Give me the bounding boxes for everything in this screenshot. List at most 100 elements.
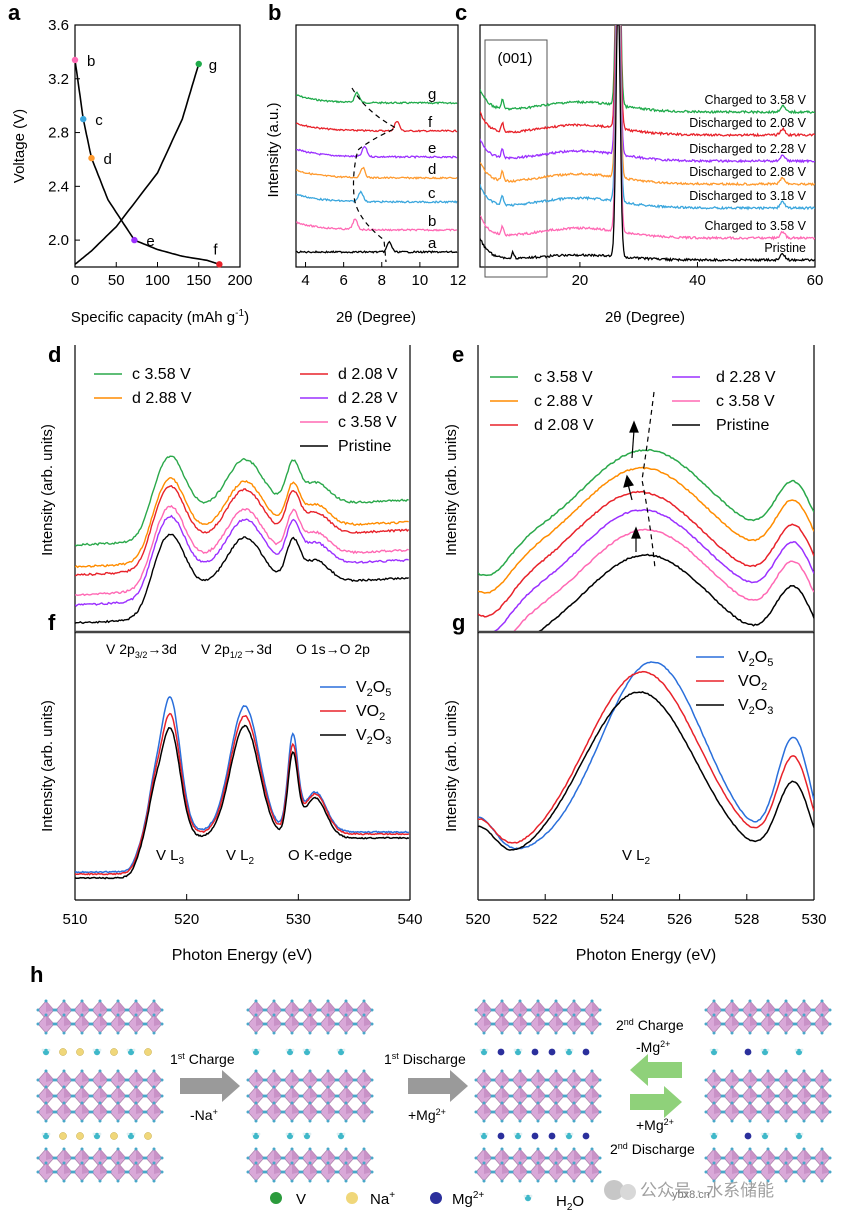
panel-e-ylabel: Intensity (arb. units) <box>443 424 460 556</box>
water-molecule <box>302 1132 312 1140</box>
panel-a-xlabel: Specific capacity (mAh g-1) <box>71 308 249 326</box>
panel-a-point-b <box>71 56 79 64</box>
panel-b-label-e: e <box>428 140 436 157</box>
vo-octahedron <box>776 1013 796 1035</box>
panel-c-001-box <box>484 39 548 278</box>
vo-octahedron <box>528 1161 548 1183</box>
panel-c-letter: c <box>455 0 467 25</box>
panel-a-xtick: 50 <box>108 272 125 289</box>
panel-e-curve-1 <box>478 466 814 594</box>
water-molecule <box>709 1132 719 1140</box>
panel-g: g Intensity (arb. units) Photon Energy (… <box>443 610 827 964</box>
panel-c-curves <box>480 25 815 263</box>
panel-e-legend: c 3.58 V c 2.88 V d 2.08 V d 2.28 V c 3.58 V… <box>490 369 776 434</box>
transition-o-1s: O 1s→O 2p <box>296 641 370 657</box>
mg-ion <box>531 1048 539 1056</box>
vo-octahedron <box>144 1161 164 1183</box>
vo-octahedron <box>722 1013 742 1035</box>
vo-octahedron <box>510 1101 530 1123</box>
panel-e-legend-item: c 2.88 V <box>534 393 593 410</box>
panel-c-xticks: 20 40 60 <box>572 262 823 289</box>
panel-b-xtick: 12 <box>450 272 467 289</box>
vo-octahedron <box>108 1101 128 1123</box>
panel-a-ytick: 2.4 <box>48 178 69 195</box>
panel-b-xtick: 4 <box>301 272 309 289</box>
panel-f-curve-0 <box>75 696 409 874</box>
vo-octahedron <box>90 1161 110 1183</box>
mg-ion <box>582 1048 590 1056</box>
watermark-text: 公众号 · 水系储能 <box>640 1181 774 1200</box>
water-molecule <box>513 1048 523 1056</box>
step3-top-label: 2nd Charge <box>616 1017 684 1033</box>
panel-f-edge-labels: V L3 V L2 O K-edge <box>156 847 352 867</box>
panel-f-legend-item: V2O5 <box>356 679 391 699</box>
panel-f: f Intensity (arb. units) Photon Energy (… <box>39 610 423 964</box>
panel-a-xtick: 150 <box>186 272 211 289</box>
panel-c-label-0: Charged to 3.58 V <box>705 93 807 107</box>
panel-c-curve-5 <box>480 25 815 241</box>
water-molecule <box>513 1132 523 1140</box>
mg-ion <box>582 1132 590 1140</box>
panel-a-xticks: 0 50 100 150 200 <box>71 262 253 289</box>
panel-h-key: V Na+ Mg2+ H2O <box>270 1190 584 1213</box>
panel-d-curve-5 <box>75 533 409 625</box>
na-ion <box>76 1048 84 1056</box>
panel-b-label-f: f <box>428 114 433 131</box>
panel-a-point-label-c: c <box>95 112 103 129</box>
panel-h: h 1st Charge -Na+ 1st Discharge +Mg2+ 2n… <box>30 962 832 1213</box>
panel-b-letter: b <box>268 0 281 25</box>
panel-b-curve-a <box>296 240 458 254</box>
panel-a-point-label-d: d <box>104 151 112 168</box>
panel-a-point-f <box>216 261 223 268</box>
panel-d: d Intensity (arb. units) c 3.58 V d 2.88 … <box>39 342 411 632</box>
vo-octahedron <box>812 1013 832 1035</box>
water-molecule <box>760 1048 770 1056</box>
na-ion <box>144 1048 152 1056</box>
na-ion <box>76 1132 84 1140</box>
panel-d-legend-item: d 2.28 V <box>338 390 398 407</box>
water-molecule <box>285 1132 295 1140</box>
panel-b-label-c: c <box>428 185 436 202</box>
panel-g-xticks: 520 522 524 526 528 530 <box>465 894 827 928</box>
panel-d-curve-2 <box>75 484 410 577</box>
panel-b-curve-d <box>296 166 458 180</box>
water-molecule <box>479 1132 489 1140</box>
panel-c-curve-1 <box>480 25 815 138</box>
vo-octahedron <box>794 1013 814 1035</box>
mg-ion <box>497 1048 505 1056</box>
step3-arrow-left <box>630 1054 682 1086</box>
vo-octahedron <box>740 1161 760 1183</box>
panel-g-legend: V2O5 VO2 V2O3 <box>696 649 773 717</box>
panel-d-letter: d <box>48 342 61 367</box>
panel-g-curves <box>478 661 814 851</box>
panel-c-xlabel: 2θ (Degree) <box>605 309 685 326</box>
vo-octahedron <box>354 1013 374 1035</box>
vo-octahedron <box>492 1101 512 1123</box>
panel-f-curves <box>75 696 410 880</box>
vo-octahedron <box>528 1101 548 1123</box>
panel-e-curve-2 <box>478 490 814 618</box>
vo-octahedron <box>564 1161 584 1183</box>
key-h2o: H2O <box>556 1193 584 1213</box>
vo-octahedron <box>90 1101 110 1123</box>
panel-d-legend-item: c 3.58 V <box>338 414 397 431</box>
panel-e-letter: e <box>452 342 464 367</box>
step3-arrow-right <box>630 1086 682 1118</box>
panel-e-curve-3 <box>492 508 814 632</box>
panel-c-curve-6 <box>480 25 815 263</box>
panel-f-xlabel: Photon Energy (eV) <box>172 947 313 964</box>
vo-octahedron <box>794 1161 814 1183</box>
mg-ion <box>548 1132 556 1140</box>
vo-octahedron <box>704 1013 724 1035</box>
panel-g-legend-item: V2O5 <box>738 649 773 669</box>
panel-g-xtick: 530 <box>801 911 826 928</box>
vo-octahedron <box>722 1161 742 1183</box>
water-molecule <box>564 1048 574 1056</box>
panel-d-legend: c 3.58 V d 2.88 V d 2.08 V d 2.28 V c 3.58 V… <box>94 366 398 455</box>
panel-d-curve-3 <box>75 504 409 597</box>
water-molecule <box>251 1132 261 1140</box>
panel-c-label-6: Pristine <box>764 241 806 255</box>
vo-octahedron <box>474 1101 494 1123</box>
vo-octahedron <box>126 1161 146 1183</box>
